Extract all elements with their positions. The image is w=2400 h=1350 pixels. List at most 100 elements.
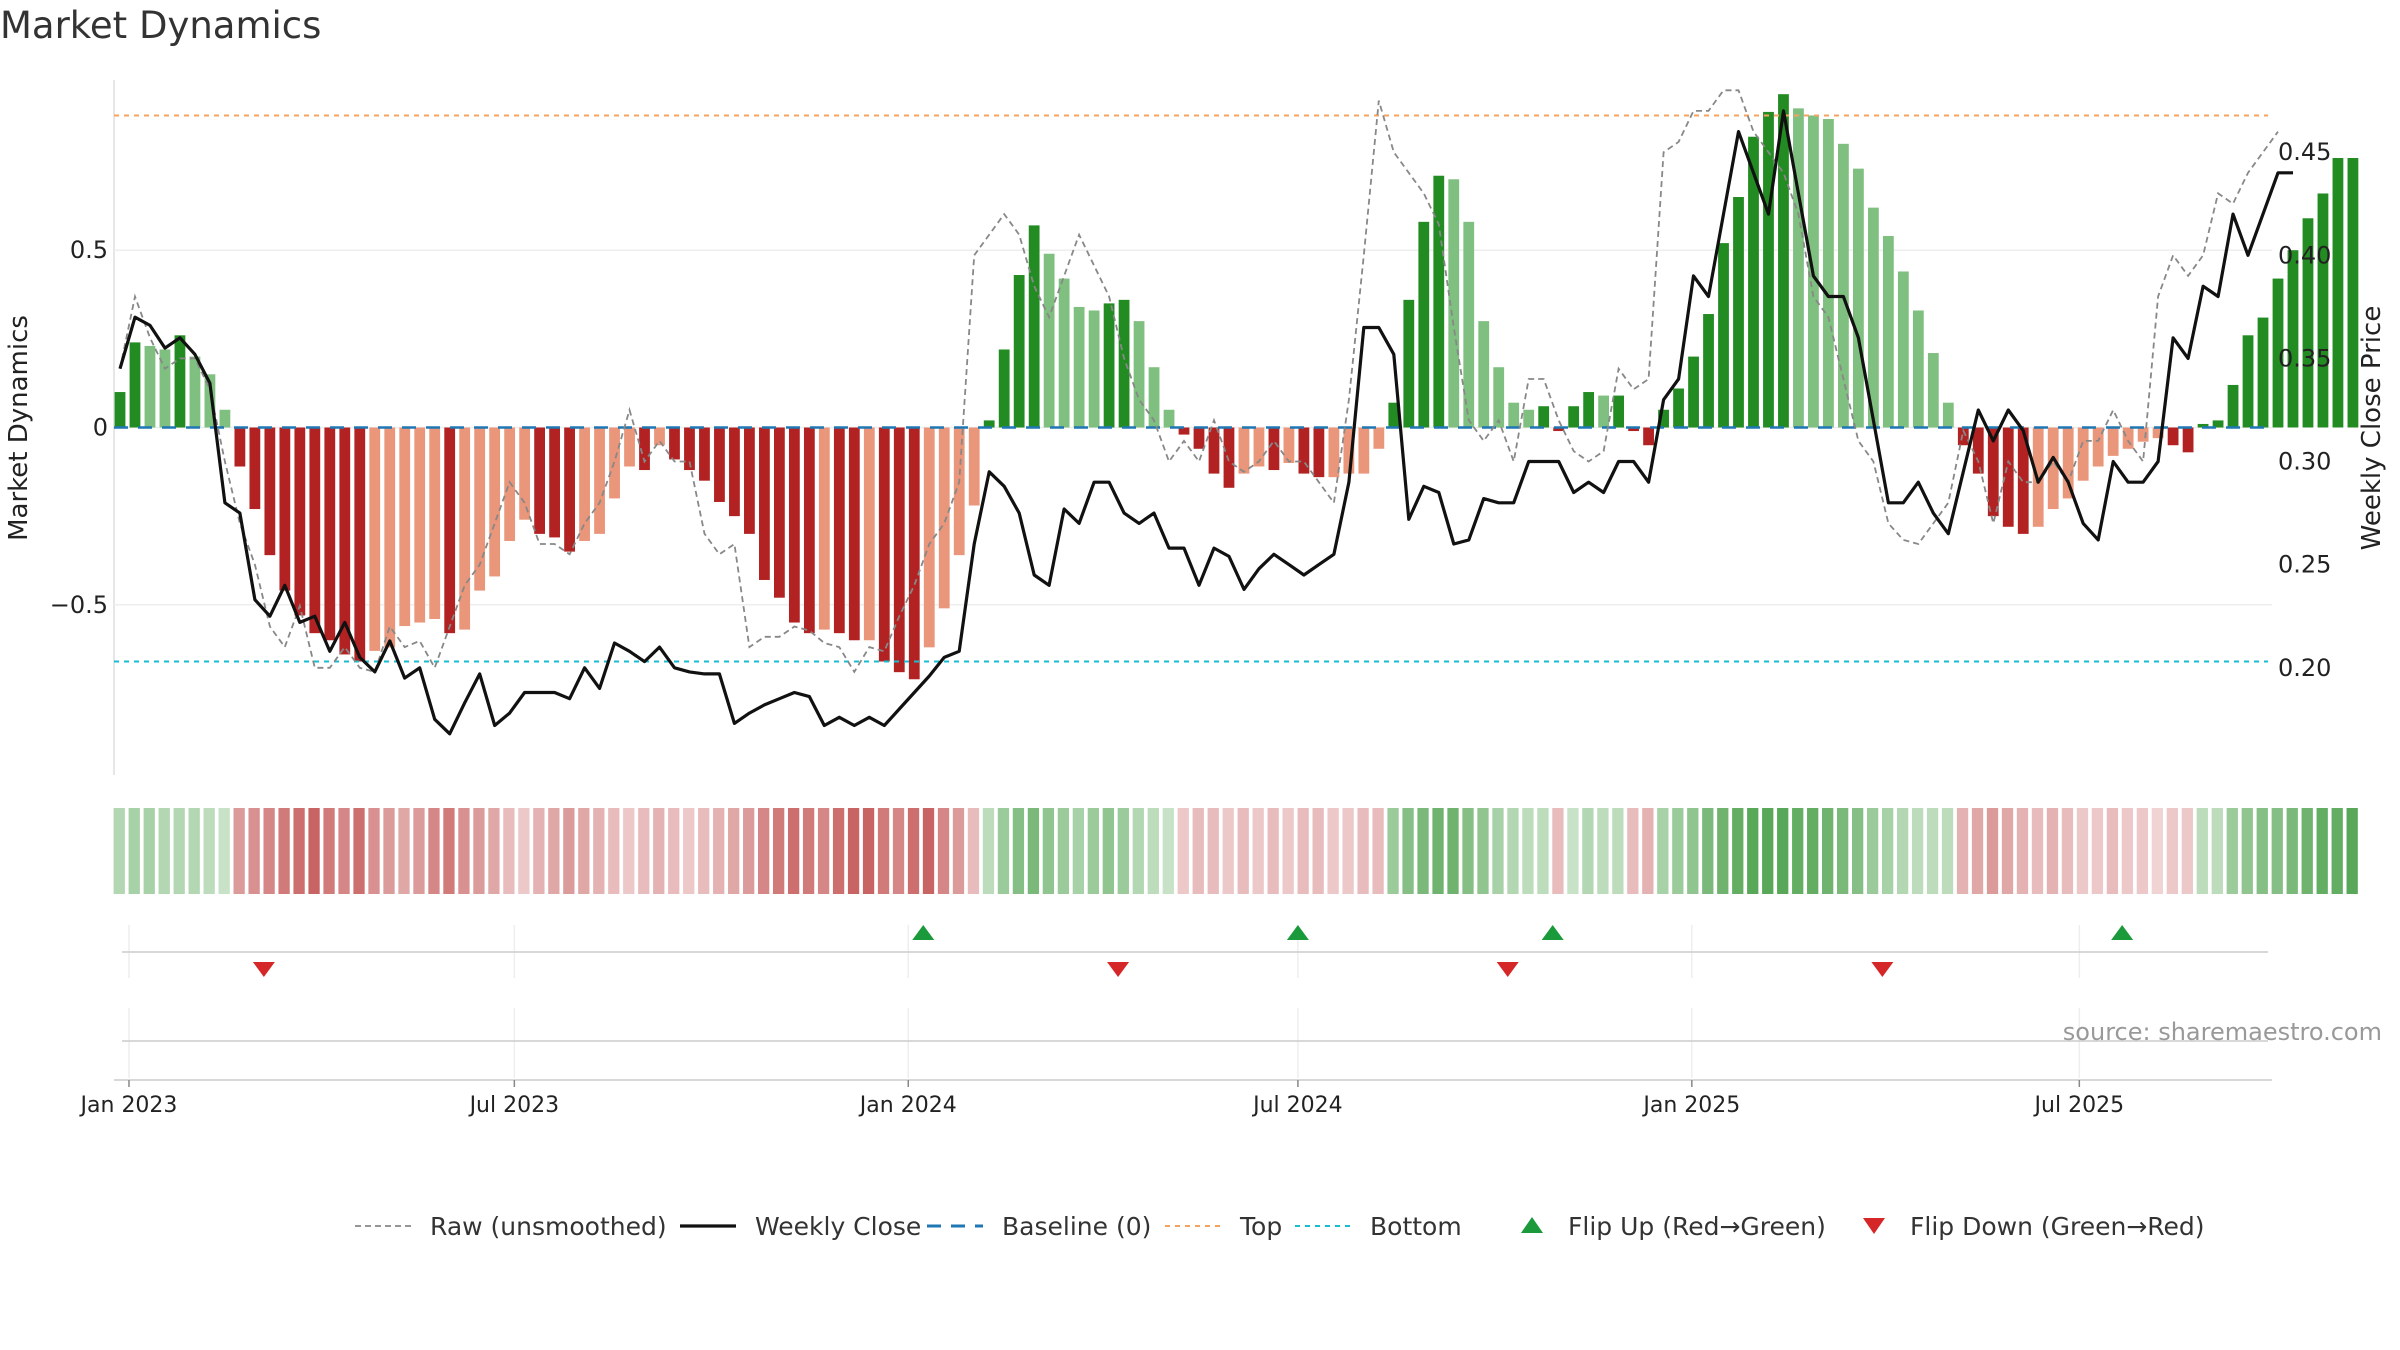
dynamics-bar [339,427,351,655]
strength-cell [877,808,890,894]
dynamics-bar [1223,427,1235,488]
legend-item-top: Top [1165,1212,1282,1241]
dynamics-bar [1598,395,1610,428]
dynamics-bar [1987,427,1999,517]
strength-cell [1192,808,1204,894]
price-lines [118,89,2293,736]
dynamics-bar [1088,310,1100,428]
dynamics-bar [1208,427,1220,474]
strength-cell [2031,808,2044,894]
strength-cell [593,808,605,894]
flip-down-icon [1863,1218,1885,1234]
strength-cell [1327,808,1339,894]
dynamics-bar [2227,384,2239,428]
dynamics-bar [324,427,336,641]
strength-cell [1657,808,1669,894]
dynamics-bar [1733,197,1744,428]
dynamics-bar [669,427,680,460]
right-tick-label: 0.30 [2278,448,2331,476]
strength-cell [1522,808,1534,894]
dynamics-bar [788,427,800,623]
dynamics-bar [1613,395,1625,428]
strength-cell [1057,808,1070,894]
strength-cell [1012,808,1025,894]
strength-cell [1837,808,1849,894]
flip-panel [122,925,2268,978]
dynamics-bar [2182,427,2194,453]
strength-cell [1462,808,1474,894]
strength-cell [293,808,305,894]
strength-cell [1342,808,1354,894]
strength-cell [1986,808,1999,894]
strength-cell [1312,808,1324,894]
flip-up-marker [912,925,935,940]
dynamics-bar [1328,427,1340,478]
strength-cell [1822,808,1834,894]
strength-cell [518,808,530,894]
x-tick-label: Jan 2023 [79,1093,178,1118]
dynamics-bar [1718,243,1729,428]
dynamics-bar [504,427,516,541]
strength-cell [847,808,860,894]
strength-cell [2136,808,2149,894]
dynamics-bar [2332,158,2344,428]
dynamics-bar [1658,409,1669,428]
left-axis-ticks: 0.5 0 −0.5 [50,236,108,619]
strength-heat-strip [113,808,2358,894]
dynamics-bar [1193,427,1205,449]
right-tick-label: 0.45 [2278,138,2331,166]
dynamics-bar [579,427,590,541]
strength-cell [2016,808,2029,894]
strength-cell [563,808,575,894]
strength-cell [173,808,185,894]
dynamics-bar [1673,388,1684,428]
left-tick-label: 0.5 [70,236,108,264]
flip-down-marker [1496,962,1519,977]
strength-cell [188,808,200,894]
strength-cell [1762,808,1774,894]
dynamics-bar [429,427,441,619]
dynamics-bar [1298,427,1310,474]
dynamics-bar [1043,253,1055,428]
dynamics-bar [2212,420,2224,428]
right-tick-label: 0.40 [2278,241,2331,269]
x-tick-label: Jul 2023 [468,1093,560,1118]
strength-cell [1702,808,1714,894]
dynamics-bar [2077,427,2089,481]
strength-cell [548,808,560,894]
dynamics-bar [1343,427,1355,474]
strength-cell [2331,808,2343,894]
strength-cell [2301,808,2313,894]
dynamics-bar [1553,427,1565,432]
strength-cell [1507,808,1519,894]
dynamics-bar [818,427,830,630]
strength-cell [1612,808,1624,894]
strength-cell [862,808,875,894]
strength-cell [1911,808,1924,894]
strength-cell [1132,808,1144,894]
strength-cell [1402,808,1414,894]
dynamics-bar [953,427,965,556]
strength-cell [952,808,965,894]
dynamics-bar [1927,353,1939,428]
strength-cell [2256,808,2268,894]
strength-cell [608,808,620,894]
strength-cell [503,808,515,894]
dynamics-bar [2287,250,2299,428]
dynamics-bar [144,345,156,428]
dynamics-bar [2317,193,2329,428]
dynamics-bar [1073,306,1085,428]
strength-cell [1102,808,1114,894]
dynamics-bar [1897,271,1909,428]
strength-cell [263,808,275,894]
legend-item-raw: Raw (unsmoothed) [355,1212,667,1241]
dynamics-bar [129,342,141,428]
strength-cell [1252,808,1264,894]
dynamics-bar [1703,314,1714,428]
x-tick-label: Jan 2024 [858,1093,957,1118]
dynamics-bar [1748,136,1759,428]
dynamics-bar [264,427,276,556]
dynamics-bar [684,427,695,471]
strength-cell [1717,808,1729,894]
strength-cell [1297,808,1309,894]
